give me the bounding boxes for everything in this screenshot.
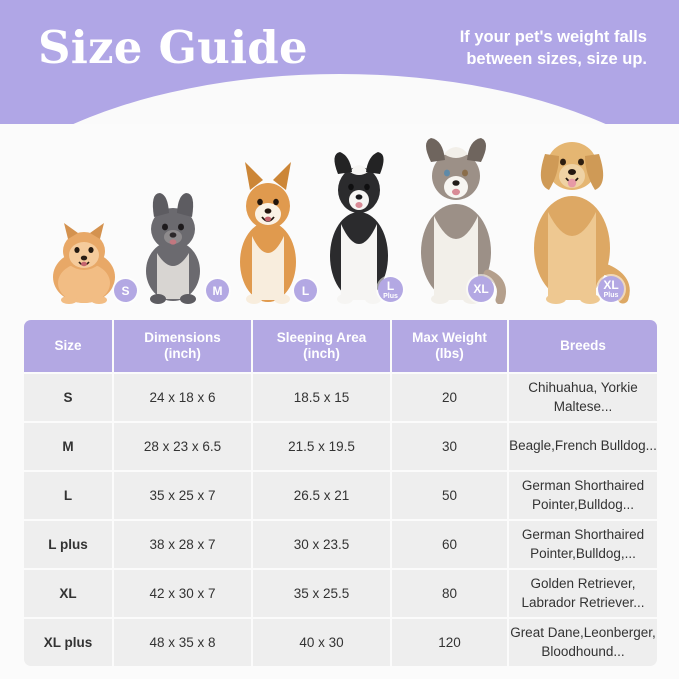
page-title: Size Guide	[38, 20, 308, 74]
table-header-row: Size Dimensions (inch) Sleeping Area (in…	[24, 320, 657, 372]
cell-max-weight: 80	[392, 570, 507, 617]
cell-breeds: German Shorthaired Pointer,Bulldog,...	[509, 521, 657, 568]
column-header-dimensions-line1: Dimensions	[144, 330, 221, 346]
cell-breeds: Chihuahua, Yorkie Maltese...	[509, 374, 657, 421]
table-row: L plus 38 x 28 x 7 30 x 23.5 60 German S…	[24, 521, 657, 568]
size-badge-l-plus-label: L	[386, 278, 395, 293]
dog-figure-xl: XL	[400, 124, 512, 304]
dog-figure-xl-plus: XL Plus	[512, 118, 632, 304]
cell-size: L	[24, 472, 112, 519]
table-row: XL plus 48 x 35 x 8 40 x 30 120 Great Da…	[24, 619, 657, 666]
size-badge-l: L	[294, 279, 317, 302]
australian-shepherd-illustration	[421, 138, 506, 304]
cell-sleeping-area: 30 x 23.5	[253, 521, 390, 568]
column-header-sleeping-area-line2: (inch)	[303, 346, 340, 361]
size-badge-xl-label: XL	[473, 282, 489, 296]
cell-dimensions: 24 x 18 x 6	[114, 374, 251, 421]
size-badge-m: M	[206, 279, 229, 302]
size-badge-xl-plus: XL Plus	[598, 276, 624, 302]
cell-dimensions: 28 x 23 x 6.5	[114, 423, 251, 470]
column-header-max-weight-line1: Max Weight	[412, 330, 487, 346]
size-badge-xl-plus-label: XL	[603, 278, 619, 292]
cell-dimensions: 48 x 35 x 8	[114, 619, 251, 666]
shiba-inu-illustration	[240, 162, 296, 304]
column-header-max-weight-line2: (lbs)	[435, 346, 464, 361]
table-row: XL 42 x 30 x 7 35 x 25.5 80 Golden Retri…	[24, 570, 657, 617]
cell-max-weight: 120	[392, 619, 507, 666]
cell-breeds: Beagle,French Bulldog...	[509, 423, 657, 470]
cell-sleeping-area: 35 x 25.5	[253, 570, 390, 617]
cell-max-weight: 50	[392, 472, 507, 519]
cell-breeds: Great Dane,Leonberger, Bloodhound...	[509, 619, 657, 666]
cell-size: L plus	[24, 521, 112, 568]
size-guide-table: Size Dimensions (inch) Sleeping Area (in…	[22, 318, 659, 668]
cell-sleeping-area: 26.5 x 21	[253, 472, 390, 519]
dog-figure-s: S	[38, 209, 137, 304]
cell-dimensions: 42 x 30 x 7	[114, 570, 251, 617]
column-header-max-weight: Max Weight (lbs)	[392, 320, 507, 372]
cell-max-weight: 60	[392, 521, 507, 568]
table-row: M 28 x 23 x 6.5 21.5 x 19.5 30 Beagle,Fr…	[24, 423, 657, 470]
pomeranian-illustration	[53, 223, 115, 304]
column-header-size: Size	[24, 320, 112, 372]
size-badge-l-label: L	[301, 283, 310, 298]
size-badge-s: S	[114, 279, 137, 302]
column-header-dimensions-line2: (inch)	[164, 346, 201, 361]
cell-sleeping-area: 21.5 x 19.5	[253, 423, 390, 470]
size-badge-l-plus-sublabel: Plus	[383, 292, 398, 300]
size-badge-s-label: S	[121, 283, 130, 298]
cell-max-weight: 20	[392, 374, 507, 421]
border-collie-illustration	[330, 152, 388, 304]
cell-size: S	[24, 374, 112, 421]
column-header-sleeping-area-line1: Sleeping Area	[276, 330, 367, 346]
header-subtitle: If your pet's weight falls between sizes…	[459, 27, 647, 68]
cell-sleeping-area: 40 x 30	[253, 619, 390, 666]
header-band	[0, 0, 679, 124]
cell-max-weight: 30	[392, 423, 507, 470]
cell-breeds: German Shorthaired Pointer,Bulldog...	[509, 472, 657, 519]
column-header-breeds: Breeds	[509, 320, 657, 372]
golden-retriever-illustration	[534, 142, 630, 304]
cell-sleeping-area: 18.5 x 15	[253, 374, 390, 421]
french-bulldog-illustration	[146, 193, 200, 304]
dog-size-illustration-strip: S M	[0, 104, 679, 304]
header-content: Size Guide If your pet's weight falls be…	[0, 0, 679, 100]
dog-figure-l: L	[218, 152, 318, 304]
cell-dimensions: 35 x 25 x 7	[114, 472, 251, 519]
cell-dimensions: 38 x 28 x 7	[114, 521, 251, 568]
cell-breeds: Golden Retriever, Labrador Retriever...	[509, 570, 657, 617]
size-badge-l-plus: L Plus	[378, 277, 403, 302]
column-header-dimensions: Dimensions (inch)	[114, 320, 251, 372]
dog-figure-m: M	[124, 179, 229, 304]
size-badge-m-label: M	[212, 283, 223, 298]
table-row: S 24 x 18 x 6 18.5 x 15 20 Chihuahua, Yo…	[24, 374, 657, 421]
size-badge-xl-plus-sublabel: Plus	[603, 292, 619, 299]
dog-figure-l-plus: L Plus	[310, 138, 408, 304]
size-badge-xl: XL	[468, 276, 494, 302]
cell-size: XL	[24, 570, 112, 617]
cell-size: M	[24, 423, 112, 470]
column-header-size-line1: Size	[54, 338, 82, 354]
column-header-breeds-line1: Breeds	[560, 338, 606, 354]
table-row: L 35 x 25 x 7 26.5 x 21 50 German Shorth…	[24, 472, 657, 519]
column-header-sleeping-area: Sleeping Area (inch)	[253, 320, 390, 372]
cell-size: XL plus	[24, 619, 112, 666]
